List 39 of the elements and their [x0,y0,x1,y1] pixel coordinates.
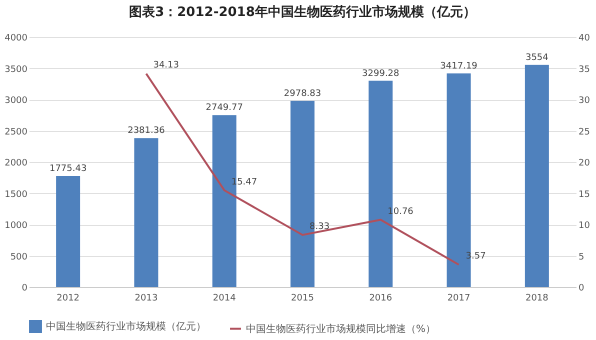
x-tick-label: 2017 [447,294,470,304]
legend-label: 中国生物医药行业市场规模同比增速（%） [246,322,436,335]
y-tick-label: 4000 [4,34,28,44]
chart-title: 图表3：2012-2018年中国生物医药行业市场规模（亿元） [129,4,476,20]
data-label: 3299.28 [362,68,400,79]
data-label: 34.13 [153,60,179,71]
data-label: 2978.83 [284,88,322,99]
bar [134,138,158,287]
bar [524,64,549,287]
y-tick-label: 3500 [4,64,28,75]
y-tick-label: 1000 [4,221,28,231]
y2-tick-label: 15 [578,190,590,200]
y-tick-label: 1500 [4,190,28,200]
y-tick-label: 2000 [4,158,28,168]
y-tick-label: 2500 [4,127,28,138]
y2-tick-label: 5 [578,252,584,262]
data-label: 2381.36 [128,126,166,136]
x-tick-label: 2015 [291,294,314,304]
x-tick-label: 2018 [525,294,549,304]
y2-tick-label: 30 [578,96,590,106]
x-tick-label: 2016 [369,294,392,304]
y-tick-label: 500 [10,252,28,262]
y-tick-label: 0 [22,284,28,294]
y2-tick-label: 40 [578,34,590,44]
data-label: 1775.43 [49,164,87,174]
y-tick-label: 3000 [4,96,28,106]
data-label: 3554 [525,52,549,63]
x-tick-label: 2014 [212,294,236,304]
bar [56,176,80,287]
data-label: 2749.77 [206,103,243,114]
y2-tick-label: 0 [578,284,584,294]
y2-tick-label: 10 [578,221,590,231]
data-label: 3417.19 [440,61,478,72]
y2-tick-label: 35 [578,64,590,75]
legend-label: 中国生物医药行业市场规模（亿元） [46,320,206,333]
y2-tick-label: 25 [578,127,590,138]
x-tick-label: 2013 [134,294,158,304]
y2-tick-label: 20 [578,158,590,168]
x-tick-label: 2012 [56,294,80,304]
